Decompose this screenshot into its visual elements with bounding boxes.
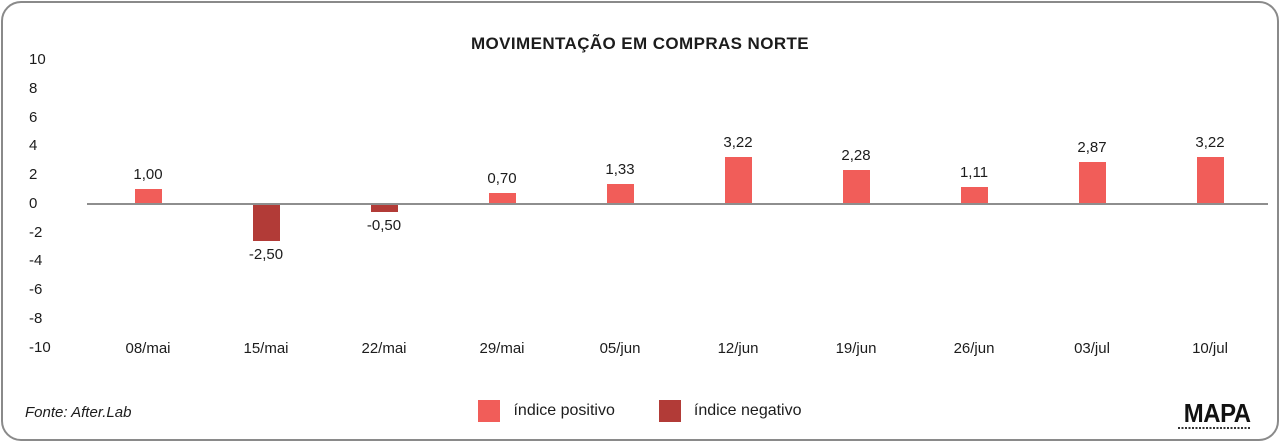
y-tick-6: 6 (29, 108, 38, 126)
bar-22/mai (370, 205, 398, 213)
legend-item-negative: índice negativo (658, 400, 802, 422)
x-label-03/jul: 03/jul (1074, 340, 1110, 357)
mapa-logo-tagline (1178, 427, 1251, 429)
bar-value-26/jun: 1,11 (959, 164, 989, 182)
bar-05/jun (606, 183, 634, 203)
x-label-22/mai: 22/mai (361, 340, 407, 357)
bar-value-10/jul: 3,22 (1195, 133, 1225, 151)
legend-label: índice negativo (693, 402, 802, 419)
bar-value-08/mai: 1,00 (133, 165, 163, 183)
source-note: Fonte: After.Lab (25, 404, 132, 421)
bar-29/mai (488, 192, 516, 203)
x-label-19/jun: 19/jun (835, 340, 877, 357)
x-label-15/mai: 15/mai (243, 340, 289, 357)
zero-axis-line (87, 203, 1268, 205)
x-label-29/mai: 29/mai (479, 340, 525, 357)
chart-title: MOVIMENTAÇÃO EM COMPRAS NORTE (470, 34, 810, 53)
y-tick-2: 2 (29, 166, 38, 183)
x-label-12/jun: 12/jun (717, 340, 759, 357)
y-tick--2: -2 (29, 223, 43, 241)
legend-label: índice positivo (513, 402, 615, 419)
bar-value-22/mai: -0,50 (366, 217, 402, 235)
legend-item-positive: índice positivo (478, 400, 615, 422)
bar-value-03/jul: 2,87 (1077, 138, 1107, 156)
bar-08/mai (134, 188, 162, 203)
x-label-05/jun: 05/jun (599, 340, 641, 357)
x-label-10/jul: 10/jul (1192, 340, 1228, 357)
bar-value-05/jun: 1,33 (605, 160, 635, 178)
bar-15/mai (252, 205, 280, 241)
x-label-26/jun: 26/jun (953, 340, 995, 357)
mapa-logo: MAPA (1178, 398, 1251, 429)
x-label-08/mai: 08/mai (125, 340, 171, 357)
mapa-logo-text: MAPA (1184, 398, 1251, 428)
bar-03/jul (1078, 161, 1106, 203)
y-tick-8: 8 (29, 79, 38, 97)
y-tick-0: 0 (29, 194, 38, 212)
y-tick--6: -6 (29, 281, 43, 298)
bar-10/jul (1196, 156, 1224, 203)
bar-19/jun (842, 170, 870, 203)
y-tick--8: -8 (29, 309, 43, 327)
y-tick-4: 4 (29, 137, 38, 155)
y-tick-10: 10 (29, 51, 46, 68)
legend: índice positivo índice negativo (3, 400, 1277, 422)
bar-value-15/mai: -2,50 (248, 245, 284, 263)
bar-26/jun (960, 187, 988, 203)
y-tick--10: -10 (29, 338, 51, 356)
legend-swatch-positive (478, 400, 501, 422)
bar-value-12/jun: 3,22 (723, 133, 753, 151)
legend-swatch-negative (658, 400, 681, 422)
bar-12/jun (724, 156, 752, 203)
bar-value-29/mai: 0,70 (487, 169, 517, 187)
y-tick--4: -4 (29, 252, 43, 270)
bar-value-19/jun: 2,28 (841, 147, 871, 165)
